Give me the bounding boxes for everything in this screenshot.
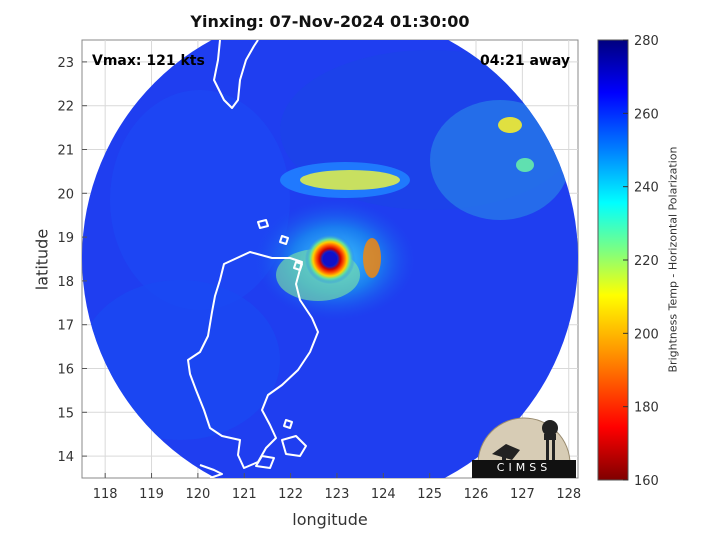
- y-tick-label: 19: [57, 231, 74, 246]
- axis-ticks: 118 119 120 121 122 123 124 125 126 127 128 14 15 16 1…: [57, 56, 581, 502]
- x-tick-label: 118: [93, 487, 118, 502]
- vmax-annotation: Vmax: 121 kts: [92, 53, 205, 69]
- x-axis-label: longitude: [292, 510, 368, 529]
- colorbar-tick-label: 220: [634, 254, 659, 269]
- y-tick-label: 22: [57, 100, 74, 115]
- coastline: [187, 40, 319, 478]
- x-tick-label: 121: [232, 487, 257, 502]
- colorbar-tick-label: 240: [634, 181, 659, 196]
- away-annotation: 04:21 away: [480, 53, 570, 69]
- y-tick-label: 17: [57, 319, 74, 334]
- y-tick-label: 18: [57, 275, 74, 290]
- x-tick-label: 124: [371, 487, 396, 502]
- y-tick-label: 16: [57, 363, 74, 378]
- x-tick-label: 127: [510, 487, 535, 502]
- x-tick-label: 128: [556, 487, 581, 502]
- brightness-temp-swath: [82, 40, 578, 478]
- colorbar-tick-label: 280: [634, 34, 659, 49]
- cimss-logo: CIMSS: [472, 414, 576, 511]
- x-tick-label: 125: [417, 487, 442, 502]
- x-tick-label: 123: [325, 487, 350, 502]
- y-axis-label: latitude: [32, 228, 52, 291]
- x-tick-label: 119: [139, 487, 164, 502]
- colorbar-tick-label: 160: [634, 474, 659, 489]
- colorbar-tick-label: 180: [634, 401, 659, 416]
- y-tick-label: 15: [57, 406, 74, 421]
- colorbar-tick-label: 200: [634, 327, 659, 342]
- x-tick-label: 126: [464, 487, 489, 502]
- colorbar-tick-label: 260: [634, 107, 659, 122]
- y-tick-label: 21: [57, 144, 74, 159]
- colorbar-ticks: 280 260 240 220 200 180 160: [623, 34, 659, 489]
- y-tick-label: 20: [57, 187, 74, 202]
- x-tick-label: 122: [278, 487, 303, 502]
- colorbar-label: Brightness Temp - Horizontal Polarizatio…: [666, 146, 680, 373]
- chart-title: Yinxing: 07-Nov-2024 01:30:00: [190, 12, 470, 31]
- y-tick-label: 14: [57, 450, 74, 465]
- x-tick-label: 120: [185, 487, 210, 502]
- y-tick-label: 23: [57, 56, 74, 71]
- cimss-logo-text: CIMSS: [496, 461, 552, 474]
